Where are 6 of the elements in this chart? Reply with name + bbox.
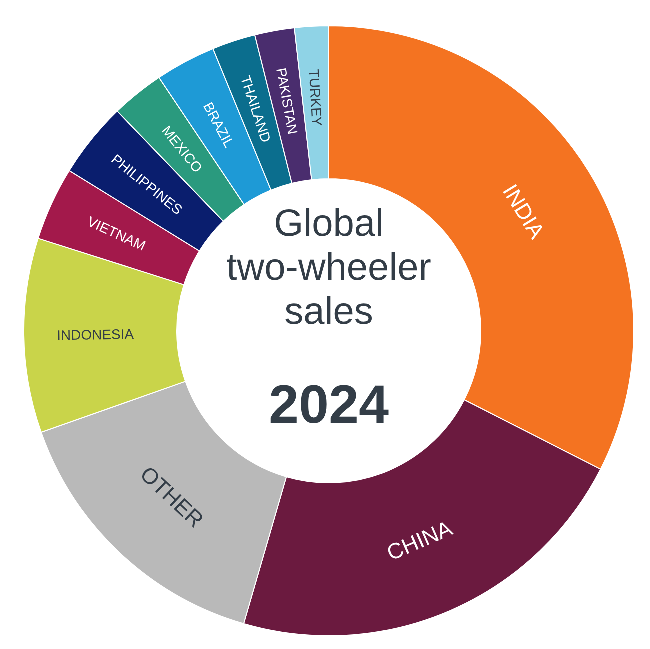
slice-label: CHINA bbox=[383, 516, 456, 566]
slice-label: TURKEY bbox=[306, 69, 326, 128]
text: 2024 bbox=[268, 375, 390, 435]
slice-label: INDONESIA bbox=[56, 326, 135, 344]
text: Global two-wheeler sales bbox=[226, 203, 432, 333]
slice-label: PAKISTAN bbox=[274, 66, 302, 136]
